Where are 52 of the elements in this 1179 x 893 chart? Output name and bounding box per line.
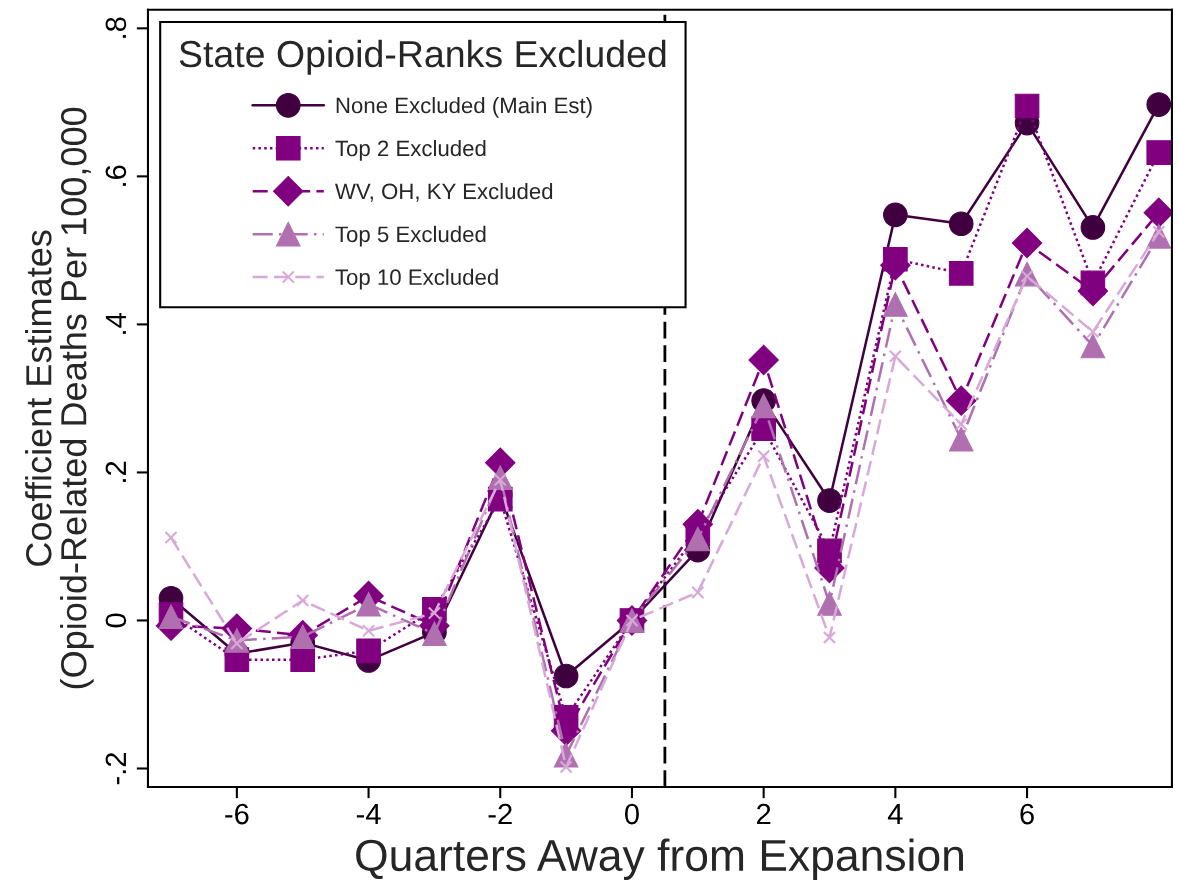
point <box>164 530 178 545</box>
point <box>1146 140 1172 165</box>
point <box>1011 227 1043 259</box>
point <box>817 591 842 616</box>
x-tick-label: -4 <box>356 804 381 825</box>
y-tick-label: .2 <box>105 461 126 482</box>
point <box>954 417 968 431</box>
point <box>290 647 316 673</box>
point <box>888 349 902 363</box>
point <box>691 585 705 599</box>
point <box>553 663 579 689</box>
point <box>1080 215 1106 240</box>
x-tick-label: 6 <box>1020 803 1034 825</box>
point <box>883 202 908 228</box>
x-tick-label: 2 <box>757 803 771 825</box>
point <box>685 526 711 552</box>
point <box>757 449 771 463</box>
point <box>751 393 776 419</box>
point <box>559 760 573 774</box>
point <box>883 292 908 317</box>
point <box>817 488 842 513</box>
point <box>1146 92 1172 117</box>
y-tick-label: .8 <box>105 17 127 38</box>
point <box>296 593 310 608</box>
point <box>822 630 837 645</box>
x-tick-label: -6 <box>225 803 249 825</box>
x-axis-title: Quarters Away from Expansion <box>356 838 963 880</box>
legend-label: Top 10 Excluded <box>335 268 498 290</box>
point <box>356 591 381 617</box>
y-tick-label: .4 <box>105 313 126 334</box>
y-tick-label: 0 <box>105 613 127 628</box>
legend-title: State Opioid-Ranks Excluded <box>179 39 666 75</box>
x-tick-label: 4 <box>887 804 903 825</box>
point <box>356 638 381 664</box>
y-tick-label: -.2 <box>105 752 126 785</box>
point <box>948 261 974 286</box>
legend-label: Top 5 Excluded <box>335 225 486 247</box>
point <box>1014 93 1040 119</box>
point <box>1080 333 1106 359</box>
point <box>948 426 974 452</box>
legend-label: WV, OH, KY Excluded <box>335 182 553 202</box>
y-axis-title: Coefficient Estimates (Opioid-Related Deaths Per 100,000 <box>25 107 94 689</box>
point <box>945 385 977 416</box>
x-tick-label: -2 <box>488 803 512 825</box>
x-tick-label: 0 <box>624 803 639 825</box>
point <box>748 344 779 376</box>
point <box>1086 325 1100 339</box>
point <box>948 211 974 237</box>
legend-label: None Excluded (Main Est) <box>336 97 592 118</box>
y-tick-label: .6 <box>105 165 127 186</box>
point <box>361 624 376 638</box>
legend-label: Top 2 Excluded <box>335 139 486 161</box>
